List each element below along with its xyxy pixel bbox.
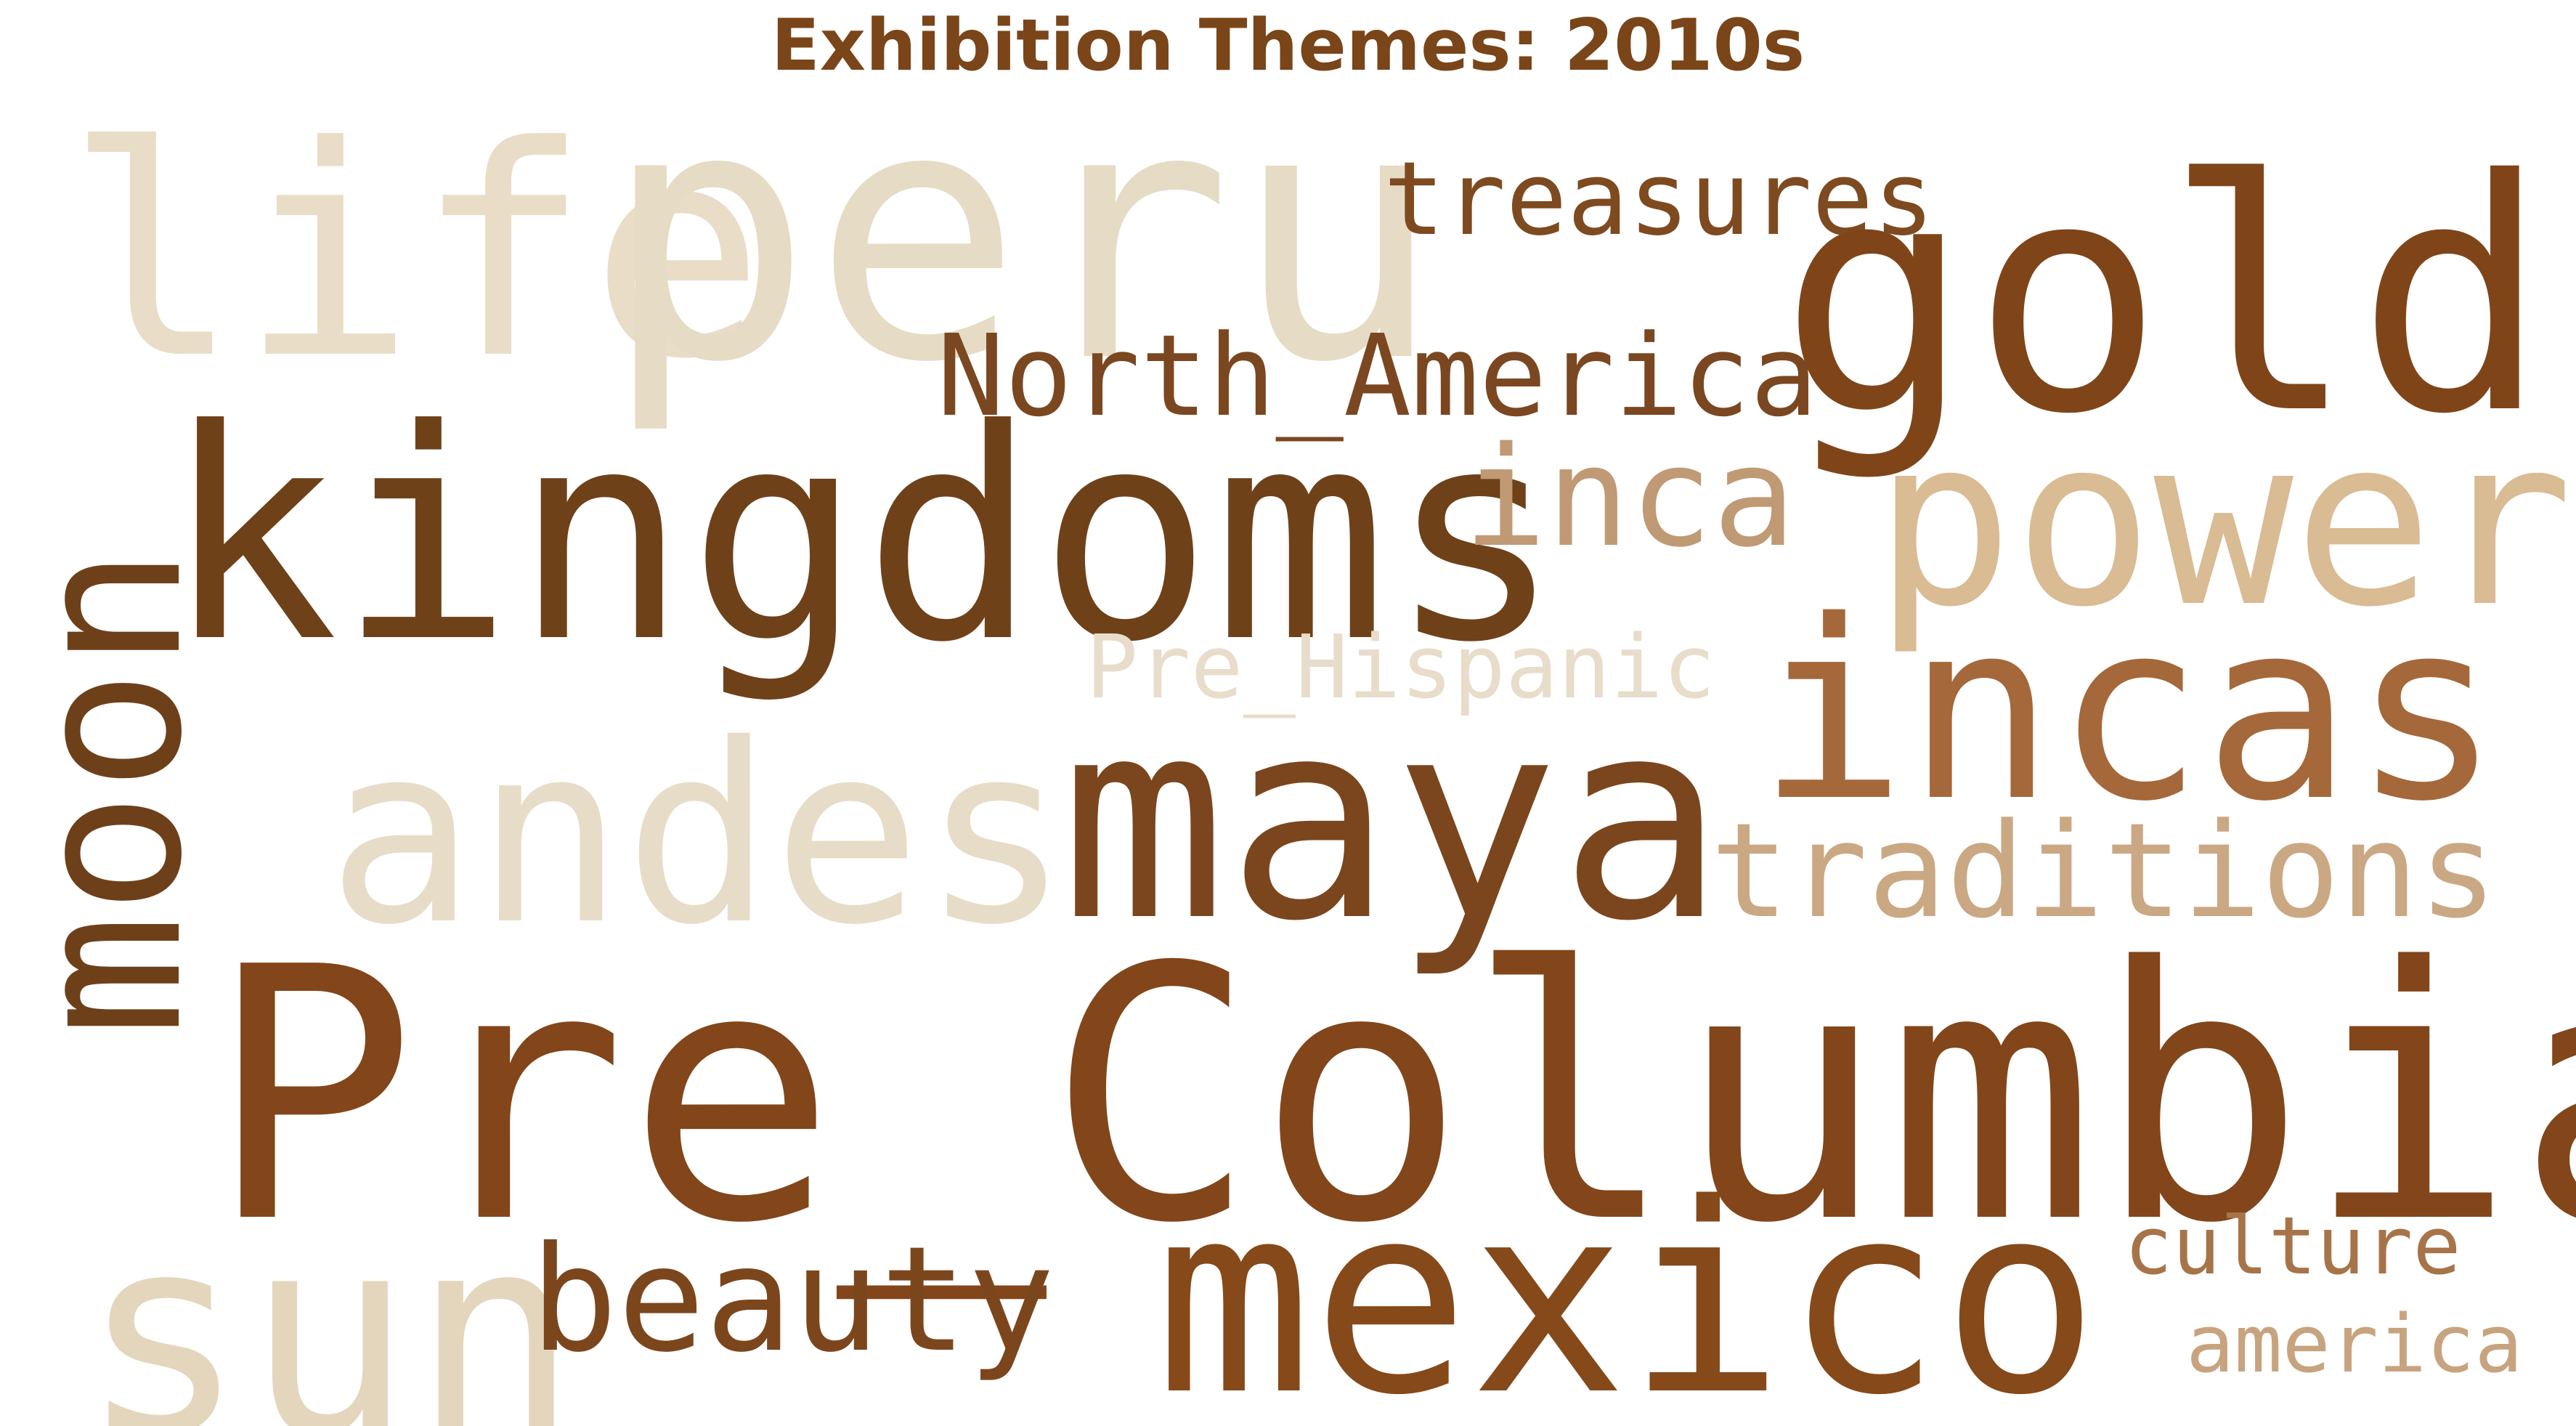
word-america: america	[2186, 1297, 2523, 1390]
word-sun: sun	[80, 1175, 579, 1426]
word-beauty: beauty	[530, 1215, 1055, 1385]
word-gold: gold	[1779, 112, 2549, 484]
word-maya: maya	[1060, 660, 1726, 981]
word-pre-columbian: Pre_Columbian	[207, 894, 2576, 1300]
word-traditions: traditions	[1710, 795, 2498, 947]
word-inca: inca	[1463, 417, 1796, 578]
word-culture: culture	[2124, 1199, 2461, 1292]
word-pre-hispanic: Pre_Hispanic	[1086, 617, 1715, 718]
word-incas: incas	[1758, 568, 2501, 856]
word-andes: andes	[327, 692, 1070, 979]
word-peru: peru	[603, 33, 1442, 439]
word-treasures: treasures	[1384, 140, 1935, 259]
word-north-america: North_America	[937, 310, 1819, 442]
word-life: life	[65, 85, 765, 423]
word-moon: moon	[0, 546, 227, 1037]
word-kingdoms: kingdoms	[163, 368, 1563, 706]
word-mexico: mexico	[1155, 1148, 2100, 1426]
chart-title: Exhibition Themes: 2010s	[771, 4, 1805, 87]
word-power: power	[1874, 388, 2574, 658]
